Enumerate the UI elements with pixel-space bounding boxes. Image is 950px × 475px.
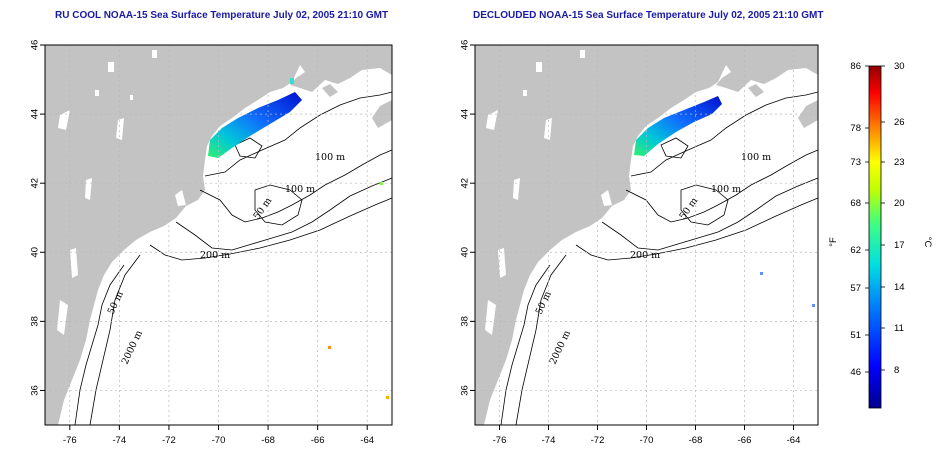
axis-ticks-right: -76 -74 -72 -70 -68 -66 -64 46 44 42 40 38 36 bbox=[460, 40, 801, 446]
contour-label: 100 m bbox=[285, 184, 315, 195]
sst-data-patch bbox=[634, 96, 815, 307]
colorbar-f-label: 62 bbox=[850, 245, 861, 256]
lon-tick-label: -70 bbox=[212, 435, 226, 446]
water-bodies bbox=[485, 50, 612, 335]
colorbar-f-label: 78 bbox=[850, 123, 861, 134]
lon-tick-label: -74 bbox=[112, 435, 126, 446]
colorbar-f-label: 86 bbox=[850, 61, 861, 72]
lat-tick-label: 46 bbox=[460, 40, 471, 51]
colorbar-f-label: 51 bbox=[850, 330, 861, 341]
lon-tick-label: -72 bbox=[162, 435, 176, 446]
colorbar-f-label: 57 bbox=[850, 283, 861, 294]
lat-tick-label: 38 bbox=[30, 316, 41, 327]
lon-tick-label: -74 bbox=[542, 435, 556, 446]
lon-tick-label: -64 bbox=[360, 435, 374, 446]
colorbar-c-label: 30 bbox=[894, 61, 905, 72]
lon-tick-label: -64 bbox=[787, 435, 801, 446]
lat-tick-label: 46 bbox=[30, 40, 41, 51]
right-panel-title: DECLOUDED NOAA-15 Sea Surface Temperatur… bbox=[473, 10, 824, 21]
axis-ticks-left: -76 -74 -72 -70 -68 -66 -64 46 44 42 40 38 36 bbox=[30, 40, 375, 446]
contour-label: 100 m bbox=[711, 184, 741, 195]
lon-tick-label: -70 bbox=[640, 435, 654, 446]
lat-tick-label: 40 bbox=[460, 247, 471, 258]
lon-tick-label: -68 bbox=[261, 435, 275, 446]
lon-tick-label: -66 bbox=[738, 435, 752, 446]
contour-label: 100 m bbox=[741, 152, 771, 163]
contour-label: 200 m bbox=[200, 250, 230, 261]
colorbar-c-label: 14 bbox=[894, 282, 905, 293]
lat-tick-label: 36 bbox=[460, 385, 471, 396]
left-panel-title: RU COOL NOAA-15 Sea Surface Temperature … bbox=[55, 10, 389, 21]
colorbar-c-label: 11 bbox=[894, 323, 904, 334]
contour-label: 100 m bbox=[315, 152, 345, 163]
contour-label: 200 m bbox=[630, 250, 660, 261]
colorbar-c-label: 26 bbox=[894, 117, 905, 128]
lat-tick-label: 36 bbox=[30, 385, 41, 396]
lat-tick-label: 38 bbox=[460, 316, 471, 327]
bathymetry-contours bbox=[74, 91, 393, 426]
bathymetry-contours bbox=[500, 91, 819, 426]
colorbar-ticks: 86 78 73 68 62 57 51 46 30 26 23 20 17 14 11 8 bbox=[850, 61, 904, 378]
colorbar-fahrenheit-label: °F bbox=[828, 237, 839, 247]
lat-tick-label: 40 bbox=[30, 247, 41, 258]
colorbar-c-label: 23 bbox=[894, 157, 905, 168]
lon-tick-label: -66 bbox=[311, 435, 325, 446]
lon-tick-label: -76 bbox=[493, 435, 507, 446]
colorbar-c-label: 17 bbox=[894, 240, 905, 251]
lat-tick-label: 42 bbox=[460, 178, 471, 189]
lat-tick-label: 44 bbox=[30, 109, 41, 120]
lat-tick-label: 42 bbox=[30, 178, 41, 189]
colorbar-f-label: 68 bbox=[850, 198, 861, 209]
colorbar-celsius-label: °C bbox=[922, 237, 933, 248]
colorbar-f-label: 46 bbox=[850, 367, 861, 378]
colorbar-c-label: 8 bbox=[894, 365, 899, 376]
lon-tick-label: -72 bbox=[591, 435, 605, 446]
colorbar-c-label: 20 bbox=[894, 198, 905, 209]
graticule-left bbox=[45, 44, 392, 425]
land-mass bbox=[475, 45, 818, 425]
colorbar-f-label: 73 bbox=[850, 157, 861, 168]
temperature-colorbar: 86 78 73 68 62 57 51 46 30 26 23 20 17 14 11 8 °F °C bbox=[828, 61, 933, 409]
lat-tick-label: 44 bbox=[460, 109, 471, 120]
lon-tick-label: -76 bbox=[63, 435, 77, 446]
lon-tick-label: -68 bbox=[689, 435, 703, 446]
